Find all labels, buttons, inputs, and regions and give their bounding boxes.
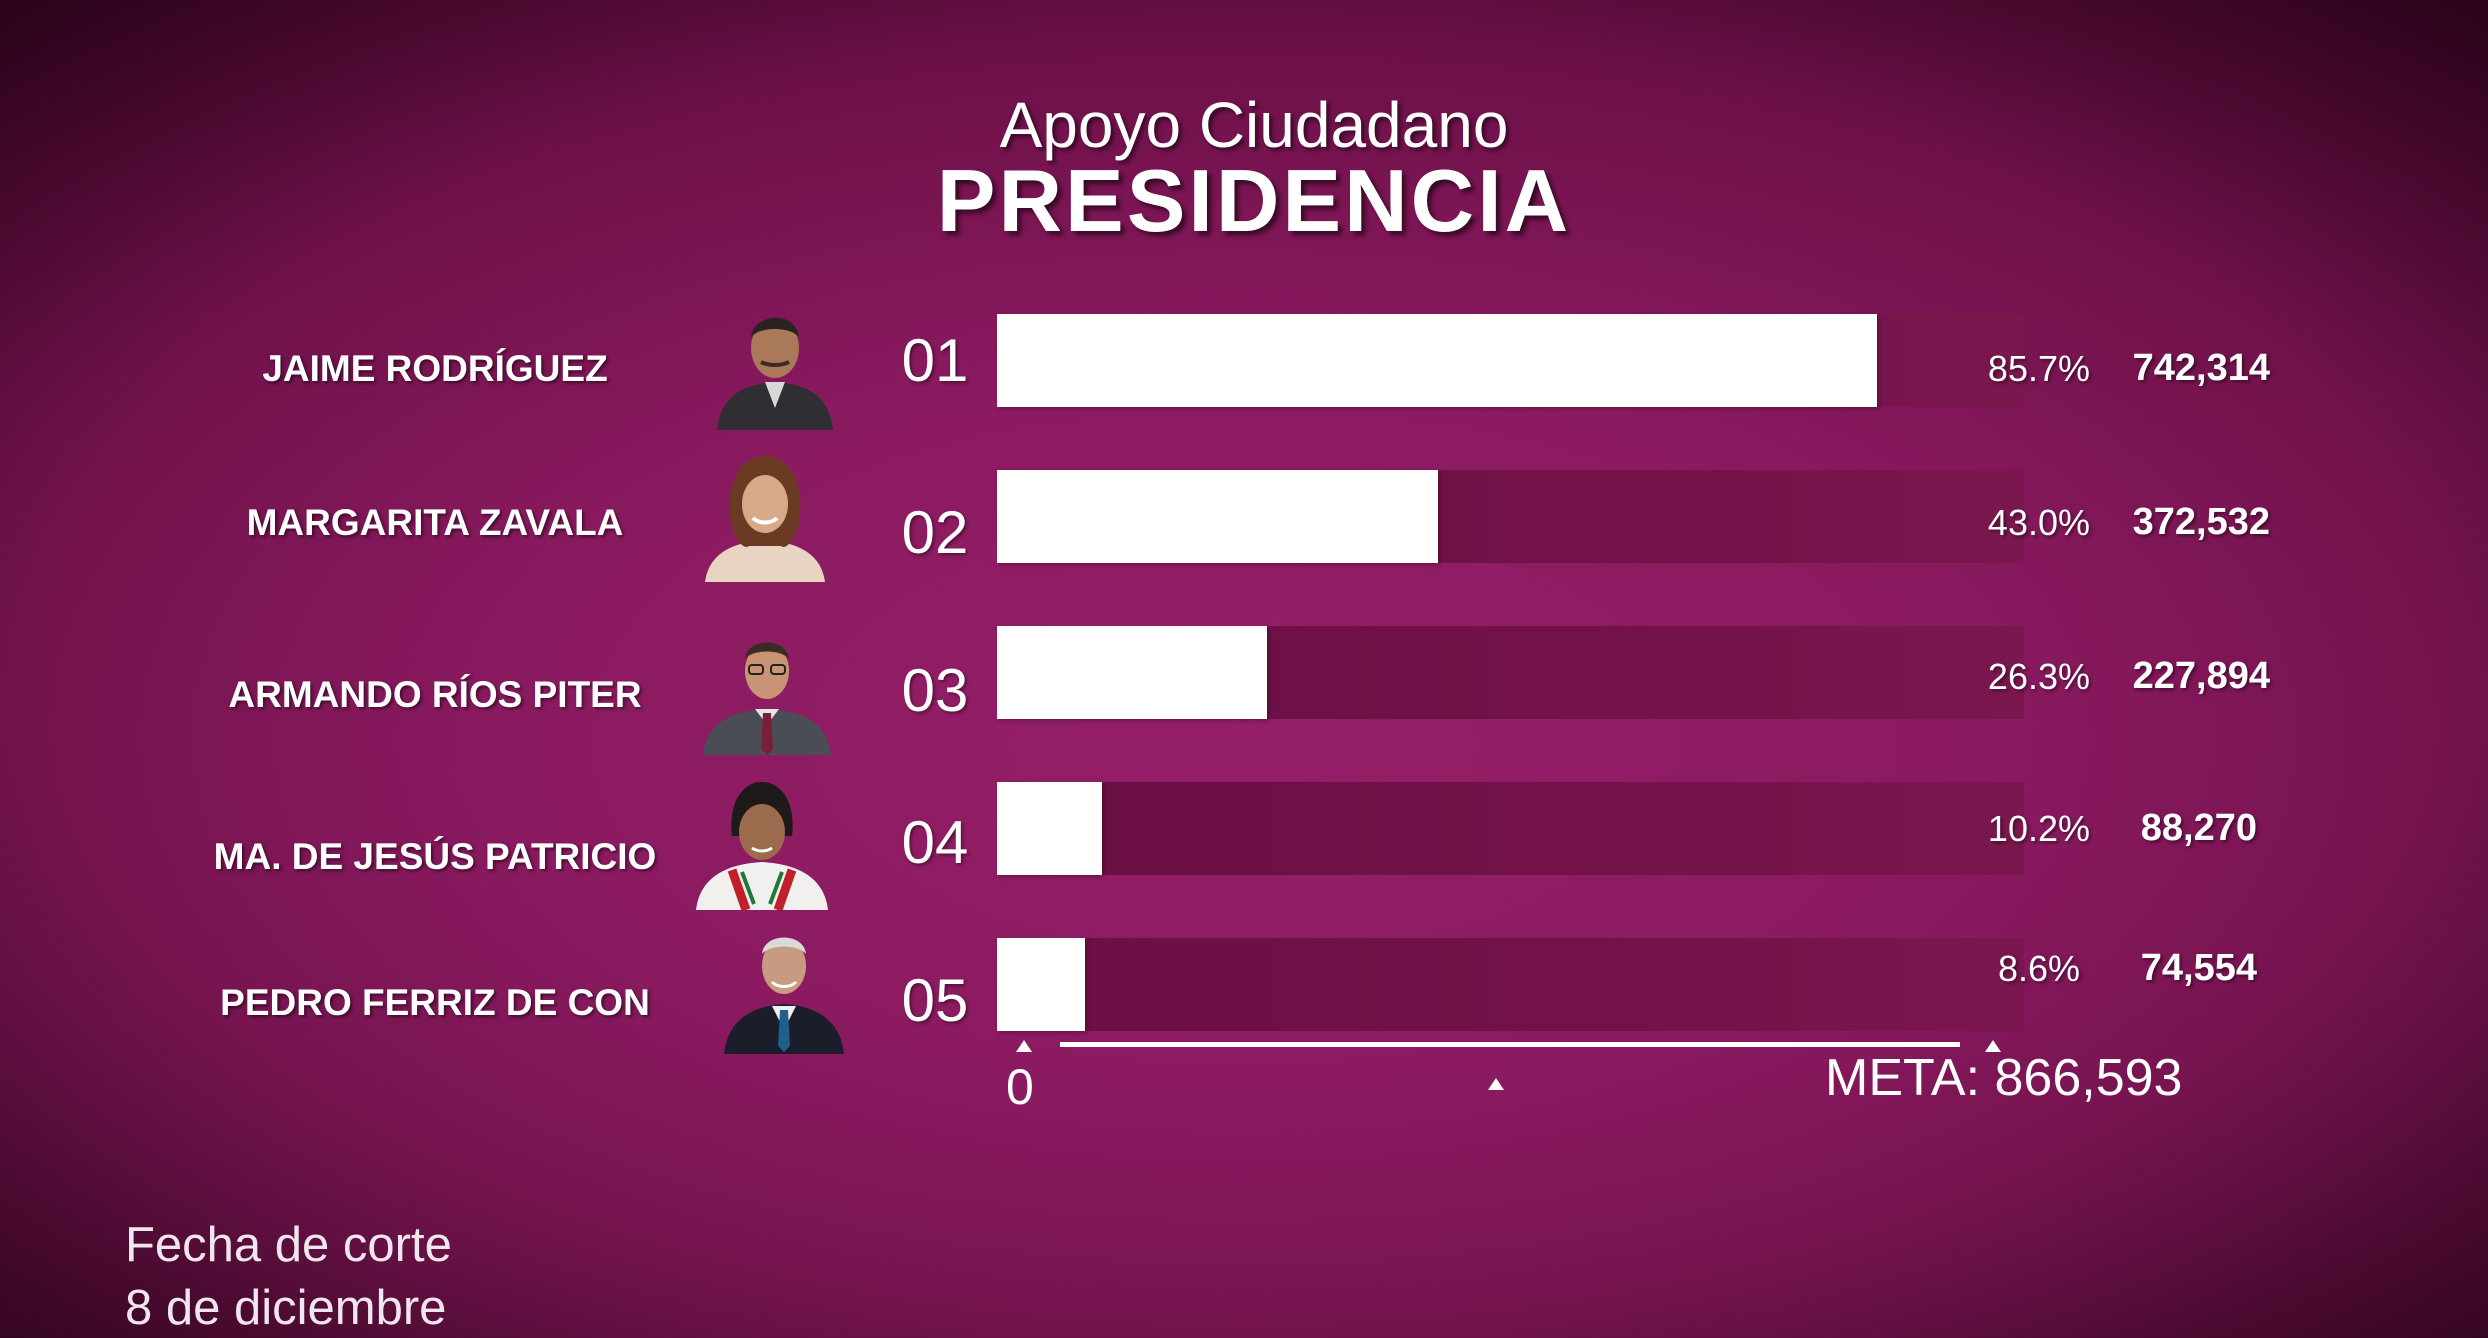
value-label: 227,894: [2132, 655, 2270, 697]
value-label: 88,270: [2140, 807, 2257, 849]
candidate-row: JAIME RODRÍGUEZ 01 85.7% 742,314: [0, 288, 2488, 438]
candidate-photo-icon: [703, 642, 831, 755]
candidate-name: MARGARITA ZAVALA: [246, 502, 624, 543]
x-axis-min-label: 0: [1006, 1059, 1034, 1115]
cutoff-date-label: Fecha de corte: [125, 1218, 452, 1272]
candidate-row: MA. DE JESÚS PATRICIO 04 10.2% 88,270: [0, 770, 2488, 920]
percent-label: 26.3%: [1987, 656, 2090, 697]
candidate-photo-icon: [696, 782, 828, 910]
percent-label: 10.2%: [1987, 808, 2090, 849]
candidate-row: MARGARITA ZAVALA 02 43.0% 372,532: [0, 440, 2488, 590]
value-label: 372,532: [2132, 501, 2270, 543]
rank-label: 05: [901, 967, 969, 1034]
axis-start-marker-icon: [1016, 1040, 1032, 1052]
percent-label: 85.7%: [1987, 348, 2090, 389]
rank-label: 01: [901, 327, 969, 394]
value-label: 742,314: [2132, 347, 2270, 389]
percent-label: 8.6%: [1997, 948, 2080, 989]
rank-label: 03: [901, 657, 969, 724]
axis-mid-marker-icon: [1488, 1078, 1504, 1090]
candidate-name: MA. DE JESÚS PATRICIO: [213, 836, 657, 877]
bar-track: [997, 938, 2024, 1031]
x-axis-goal-label: META: 866,593: [1825, 1049, 2183, 1107]
candidate-name: ARMANDO RÍOS PITER: [228, 674, 642, 715]
percent-label: 43.0%: [1987, 502, 2090, 543]
cutoff-date-value: 8 de diciembre: [125, 1281, 447, 1335]
candidate-row: ARMANDO RÍOS PITER 03 26.3% 227,894: [0, 620, 2488, 770]
candidate-name: PEDRO FERRIZ DE CON: [220, 982, 650, 1023]
bar-jaime-rodriguez: [997, 314, 1877, 407]
x-axis-line: [1060, 1042, 1960, 1047]
bar-margarita-zavala: [997, 470, 1438, 563]
rank-label: 04: [901, 809, 969, 876]
bar-track: [997, 782, 2024, 875]
chart-subtitle: PRESIDENCIA: [936, 151, 1572, 250]
candidate-name: JAIME RODRÍGUEZ: [262, 348, 608, 389]
chart-title: Apoyo Ciudadano: [999, 89, 1509, 161]
candidate-photo-icon: [717, 317, 833, 430]
candidate-photo-icon: [705, 456, 825, 582]
bar-maria-de-jesus-patricio: [997, 782, 1102, 875]
candidate-row: PEDRO FERRIZ DE CON 05 8.6% 74,554: [0, 914, 2488, 1064]
value-label: 74,554: [2140, 947, 2257, 989]
axis-end-marker-icon: [1985, 1040, 2001, 1052]
bar-armando-rios-piter: [997, 626, 1267, 719]
bar-pedro-ferriz-de-con: [997, 938, 1085, 1031]
rank-label: 02: [901, 499, 969, 566]
candidate-photo-icon: [724, 937, 844, 1054]
